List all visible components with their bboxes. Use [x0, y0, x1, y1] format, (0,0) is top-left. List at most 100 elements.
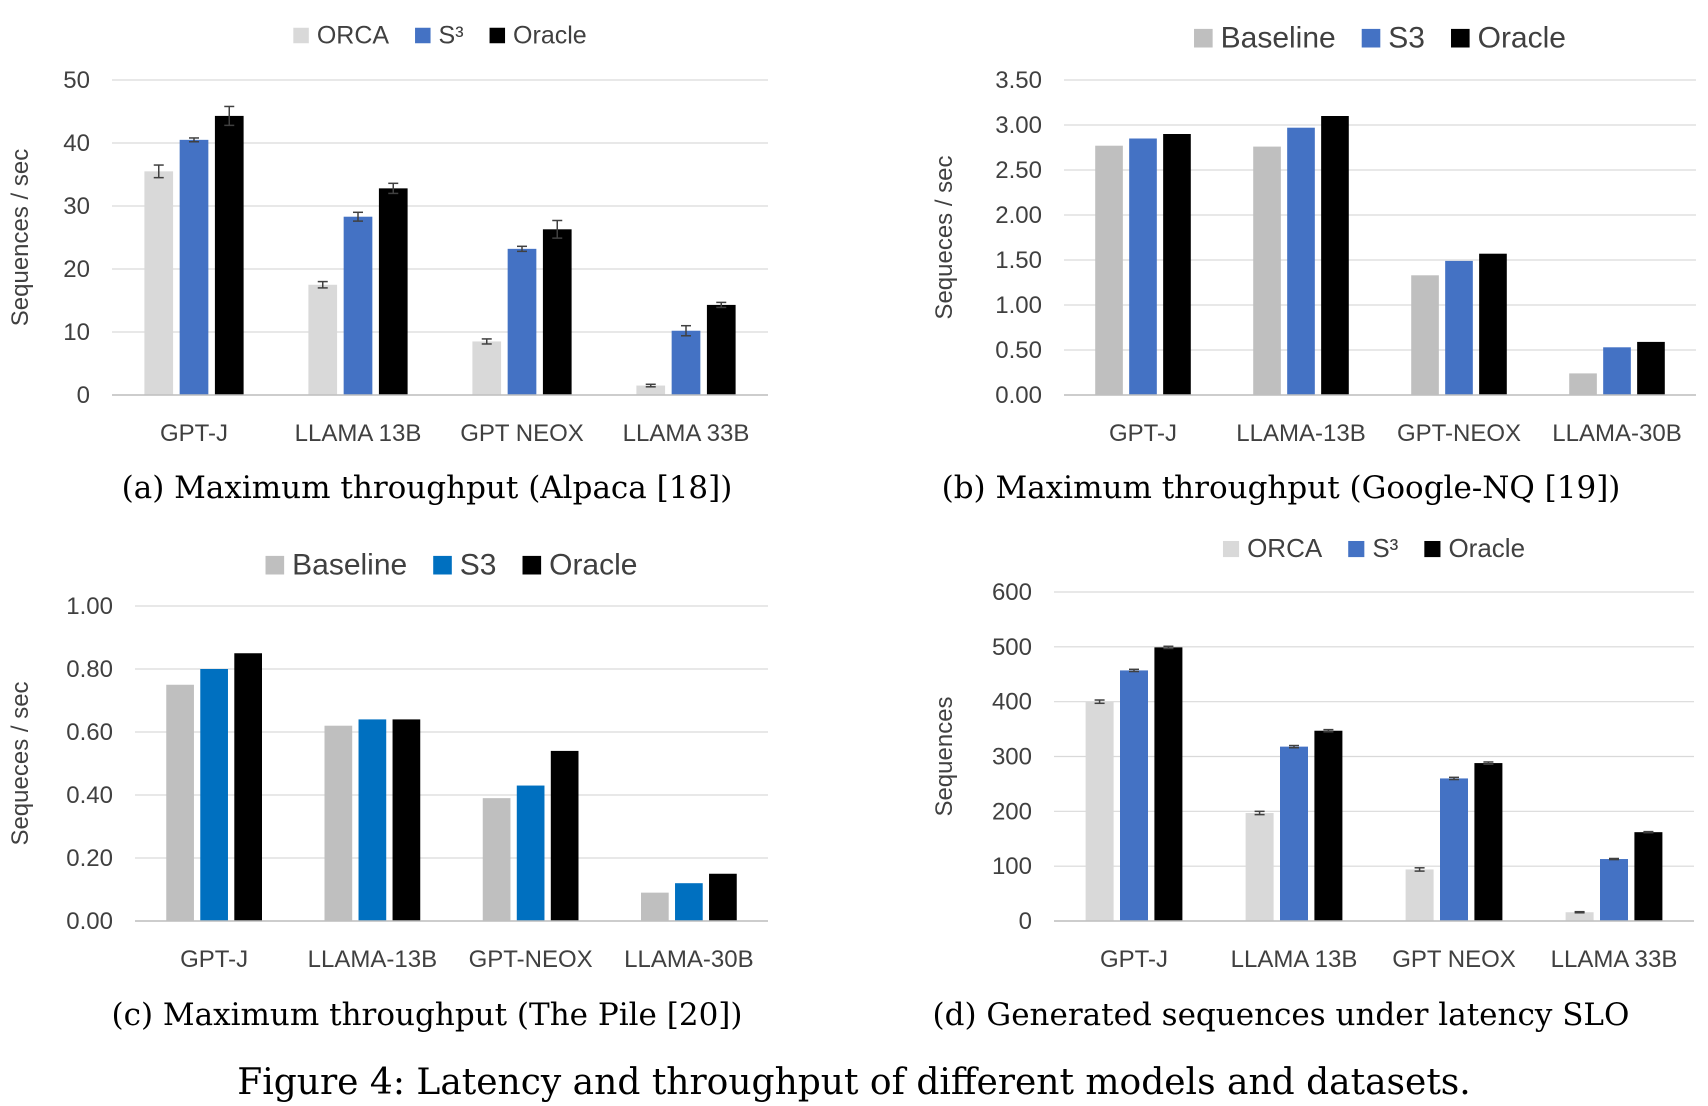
chart-b-legend-swatch — [1194, 28, 1213, 48]
chart-d-category-label: GPT NEOX — [1392, 946, 1516, 973]
chart-d-legend-label: ORCA — [1247, 533, 1323, 563]
chart-b-caption: (b) Maximum throughput (Google-NQ [19]) — [941, 470, 1621, 506]
chart-c-legend-label: Baseline — [292, 549, 407, 582]
chart-d-bar — [1314, 730, 1343, 921]
chart-b-ytick-label: 2.50 — [995, 157, 1042, 184]
chart-a-bar — [144, 171, 174, 395]
chart-b-bar — [1569, 373, 1597, 395]
chart-a-legend-label: S³ — [439, 21, 464, 49]
chart-a-bar — [636, 385, 666, 395]
chart-c-bar — [200, 669, 228, 921]
chart-d-bar — [1565, 912, 1594, 921]
chart-b-bar — [1163, 134, 1191, 395]
chart-a-bar — [706, 304, 736, 395]
chart-a-bar — [542, 229, 572, 395]
chart-c-ytick-label: 0.00 — [66, 908, 113, 935]
chart-d-legend-swatch — [1222, 540, 1240, 558]
chart-c-bar — [709, 873, 737, 921]
chart-a-category-label: GPT-J — [160, 420, 228, 447]
figure-caption: Figure 4: Latency and throughput of diff… — [237, 1062, 1471, 1103]
chart-c-bar — [358, 719, 387, 921]
chart-c-bar — [392, 719, 421, 921]
chart-d-bar — [1634, 832, 1663, 921]
chart-a-category-label: LLAMA 33B — [623, 420, 750, 447]
chart-b-category-label: GPT-NEOX — [1397, 420, 1521, 447]
chart-b-ytick-label: 1.50 — [995, 247, 1042, 274]
chart-b-legend-label: Baseline — [1221, 22, 1336, 55]
chart-c-legend-label: Oracle — [549, 549, 637, 582]
chart-d-category-label: GPT-J — [1100, 946, 1168, 973]
chart-d-ytick-label: 400 — [992, 689, 1032, 716]
chart-d-legend-label: S³ — [1372, 533, 1398, 563]
chart-b-ytick-label: 0.50 — [995, 337, 1042, 364]
chart-d-bar — [1120, 670, 1148, 921]
chart-a-legend-swatch — [415, 27, 431, 44]
chart-b-bar — [1287, 127, 1315, 395]
chart-d-bar — [1154, 647, 1183, 921]
chart-d-legend-label: Oracle — [1448, 533, 1525, 563]
chart-b-bar — [1603, 347, 1631, 395]
chart-b-ytick-label: 3.00 — [995, 112, 1042, 139]
chart-c-legend-swatch — [265, 555, 285, 575]
chart-b-bar — [1095, 145, 1123, 395]
chart-panel-d: 0 100 200 300 400 500 600 Sequences GPT-J LLAMA 1… — [854, 527, 1708, 997]
chart-c-bar — [550, 750, 579, 921]
chart-b-ytick-label: 1.00 — [995, 292, 1042, 319]
chart-b-bar — [1479, 253, 1507, 395]
chart-b-bar — [1445, 260, 1473, 395]
chart-c-bar — [482, 798, 511, 921]
chart-b-legend-label: Oracle — [1478, 22, 1566, 55]
chart-a-legend-swatch — [293, 27, 309, 44]
chart-d-ytick-label: 0 — [1019, 908, 1032, 935]
chart-b-ytick-label: 0.00 — [995, 382, 1042, 409]
chart-a-ytick-label: 10 — [63, 319, 90, 346]
chart-a-category-label: LLAMA 13B — [295, 420, 422, 447]
chart-c-bar — [234, 653, 262, 921]
chart-b-legend-label: S3 — [1388, 22, 1425, 55]
chart-b-legend-swatch — [1361, 28, 1381, 48]
chart-b-category-label: LLAMA-30B — [1552, 420, 1681, 447]
chart-b-category-label: GPT-J — [1109, 420, 1177, 447]
chart-c-bar — [641, 892, 669, 921]
chart-d-category-label: LLAMA 33B — [1551, 946, 1678, 973]
chart-c-ytick-label: 0.20 — [66, 845, 113, 872]
chart-d-bar — [1405, 869, 1434, 921]
chart-a-ytick-label: 50 — [63, 67, 90, 94]
chart-panel-c: 0.00 0.20 0.40 0.60 0.80 1.00 Sequeces / sec GP… — [0, 527, 854, 997]
chart-d-category-label: LLAMA 13B — [1231, 946, 1358, 973]
chart-d-legend-swatch — [1424, 540, 1441, 558]
chart-c-category-label: GPT-J — [180, 946, 248, 973]
chart-b-ylabel: Sequeces / sec — [931, 155, 958, 319]
chart-a-bar — [507, 248, 537, 395]
chart-d-bar — [1600, 859, 1628, 921]
chart-c-bar — [324, 725, 353, 921]
chart-d-ytick-label: 200 — [992, 798, 1032, 825]
chart-a-bar — [378, 188, 408, 395]
chart-a-ylabel: Sequences / sec — [7, 149, 34, 326]
chart-a-caption: (a) Maximum throughput (Alpaca [18]) — [121, 470, 733, 506]
chart-c-bar — [675, 883, 703, 921]
chart-a-bar — [671, 330, 701, 395]
chart-b-bar — [1637, 341, 1665, 395]
chart-a-bar — [179, 139, 209, 395]
chart-a-ytick-label: 40 — [63, 130, 90, 157]
chart-b-ytick-label: 3.50 — [995, 67, 1042, 94]
chart-a-bar — [472, 341, 502, 395]
chart-b: 0.00 0.50 1.00 1.50 2.00 2.50 3.00 3.50 Sequeces… — [931, 22, 1696, 447]
chart-c-legend-swatch — [433, 555, 452, 575]
chart-c: 0.00 0.20 0.40 0.60 0.80 1.00 Sequeces / sec GP… — [7, 549, 768, 973]
chart-c-category-label: LLAMA-30B — [624, 946, 753, 973]
chart-a-bar — [308, 284, 338, 395]
chart-d-bar — [1474, 763, 1503, 921]
chart-d-bar — [1280, 746, 1308, 921]
chart-c-ytick-label: 0.80 — [66, 656, 113, 683]
chart-c-legend-label: S3 — [460, 549, 497, 582]
chart-a-bar — [214, 115, 244, 395]
chart-a-ytick-label: 20 — [63, 256, 90, 283]
chart-a-ytick-label: 0 — [77, 382, 90, 409]
chart-a-bar — [343, 216, 373, 395]
chart-d-ytick-label: 300 — [992, 744, 1032, 771]
chart-c-legend-swatch — [522, 555, 542, 575]
chart-d-ytick-label: 500 — [992, 634, 1032, 661]
chart-b-legend-swatch — [1451, 28, 1470, 48]
